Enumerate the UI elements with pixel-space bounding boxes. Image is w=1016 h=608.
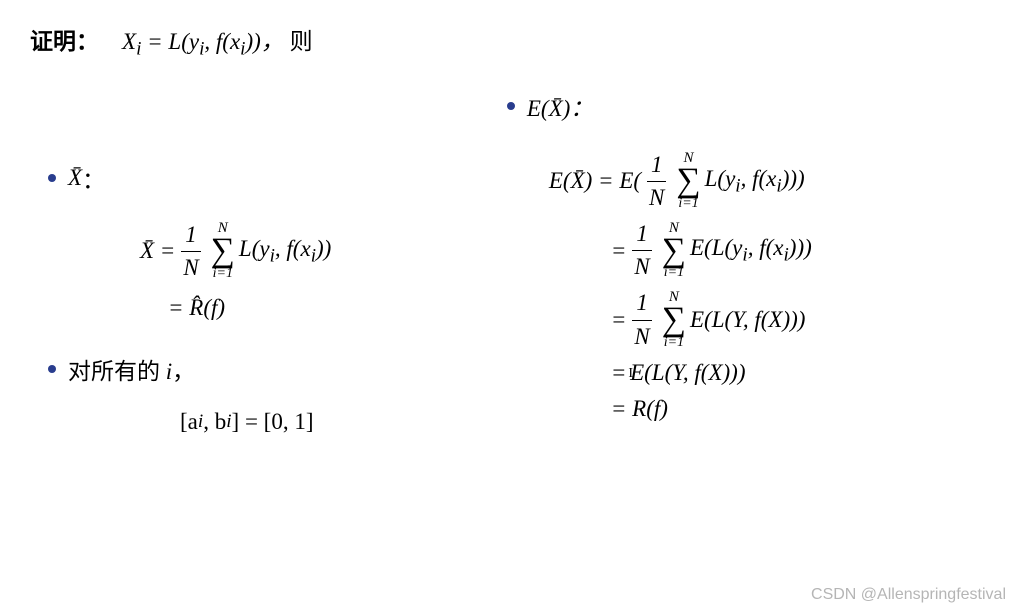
columns: X̄： X̄ = 1 N N ∑ i=1 L(yi, f(xi)) — [30, 71, 986, 598]
sum-symbol: N ∑ i=1 — [662, 221, 686, 281]
sum-symbol: N ∑ i=1 — [676, 151, 700, 211]
eq-row-1: X̄ = 1 N N ∑ i=1 L(yi, f(xi)) — [140, 219, 489, 284]
text-cursor-icon: I — [628, 364, 633, 384]
header-tail: 则 — [290, 29, 313, 54]
req1-rhs: L(yi, f(xi))) — [705, 163, 805, 200]
sum-symbol: N ∑ i=1 — [211, 221, 235, 281]
bullet-icon — [48, 174, 56, 182]
bullet-icon — [48, 365, 56, 373]
exbar-equation: E(X̄) = E( 1 N N ∑ i=1 L(yi, f(xi))) = — [549, 149, 986, 426]
req2-rhs: E(L(yi, f(xi))) — [690, 232, 812, 269]
req3-rhs: E(L(Y, f(X))) — [690, 304, 805, 336]
interval-row: [ai, bi] = [0, 1] — [180, 406, 489, 438]
forall-text: 对所有的 i， — [68, 352, 195, 386]
fraction: 1 N — [179, 219, 202, 284]
right-column: E(X̄)： E(X̄) = E( 1 N N ∑ i=1 L(yi, f(xi… — [489, 71, 986, 598]
req4-rhs: E(L(Y, f(X))) — [630, 357, 745, 389]
eq1-rhs: L(yi, f(xi)) — [239, 233, 331, 270]
bullet-xbar: X̄： — [30, 161, 489, 195]
req-row-5: = R(f) — [611, 393, 986, 425]
bullet-icon — [507, 102, 515, 110]
eq-row-2: = R̂(f) — [168, 292, 489, 324]
xbar-equation: X̄ = 1 N N ∑ i=1 L(yi, f(xi)) = R̂(f) — [140, 219, 489, 325]
bullet-forall: 对所有的 i， — [30, 352, 489, 386]
left-column: X̄： X̄ = 1 N N ∑ i=1 L(yi, f(xi)) — [30, 71, 489, 598]
interval-eq: [ai, bi] = [0, 1] — [180, 406, 489, 438]
req-row-3: = 1 N N ∑ i=1 E(L(Y, f(X))) — [611, 287, 986, 352]
proof-header: 证明： Xi = L(yi, f(xi))， 则 — [30, 22, 986, 61]
exbar-label: E(X̄)： — [527, 89, 593, 123]
header-expr: Xi = L(yi, f(xi))， — [122, 29, 290, 54]
bullet-exbar: E(X̄)： — [489, 89, 986, 123]
watermark: CSDN @Allenspringfestival — [811, 586, 1006, 604]
fraction: 1 N — [645, 149, 668, 214]
req-row-2: = 1 N N ∑ i=1 E(L(yi, f(xi))) — [611, 218, 986, 283]
xbar-label: X̄ — [68, 165, 82, 191]
proof-label: 证明： — [30, 29, 99, 54]
sum-symbol: N ∑ i=1 — [662, 290, 686, 350]
req-row-1: E(X̄) = E( 1 N N ∑ i=1 L(yi, f(xi))) — [549, 149, 986, 214]
fraction: 1 N — [630, 287, 653, 352]
req-row-4: =IE(L(Y, f(X))) — [611, 357, 986, 389]
page: 证明： Xi = L(yi, f(xi))， 则 X̄： X̄ = 1 N — [0, 0, 1016, 608]
fraction: 1 N — [630, 218, 653, 283]
